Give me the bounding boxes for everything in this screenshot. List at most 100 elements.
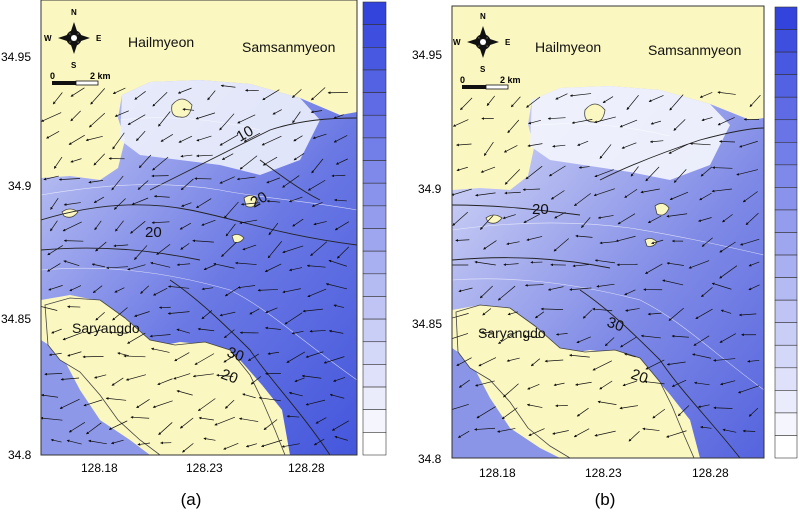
velocity-arrow <box>123 354 146 358</box>
velocity-arrow <box>180 243 190 250</box>
compass-north: N <box>71 8 77 17</box>
velocity-arrow <box>648 95 664 102</box>
velocity-arrow <box>510 96 521 108</box>
velocity-arrow <box>291 330 304 335</box>
velocity-arrow <box>83 399 103 407</box>
velocity-arrow <box>156 243 171 255</box>
velocity-arrow <box>748 261 760 267</box>
velocity-arrow <box>594 259 615 264</box>
y-tick: 34.8 <box>8 448 32 462</box>
velocity-arrow <box>219 134 239 146</box>
velocity-arrow <box>136 399 150 409</box>
velocity-arrow <box>457 430 470 438</box>
compass-rose-icon <box>467 26 499 58</box>
velocity-arrow <box>293 153 305 161</box>
velocity-arrow <box>137 180 149 190</box>
velocity-arrow <box>44 372 63 376</box>
velocity-arrow <box>328 329 344 334</box>
velocity-arrow <box>456 357 472 366</box>
velocity-vectors <box>452 91 761 442</box>
velocity-arrow <box>82 355 104 359</box>
panel-caption: (a) <box>181 490 202 509</box>
velocity-arrow <box>572 264 589 268</box>
velocity-arrow <box>336 246 350 259</box>
colorbar <box>774 6 798 459</box>
velocity-arrow <box>452 188 472 196</box>
velocity-arrow <box>243 132 261 142</box>
velocity-arrow <box>644 380 665 385</box>
velocity-arrow <box>282 175 300 188</box>
colorbar-level <box>362 386 387 410</box>
compass-north: N <box>480 12 486 21</box>
colorbar-level <box>774 187 798 211</box>
colorbar-level <box>774 390 798 414</box>
velocity-arrow <box>307 179 326 191</box>
velocity-arrow <box>624 188 638 198</box>
velocity-arrow <box>497 428 516 433</box>
velocity-arrow <box>524 283 544 287</box>
velocity-arrow <box>51 328 62 334</box>
velocity-arrow <box>503 145 518 153</box>
velocity-arrow <box>152 156 169 171</box>
velocity-arrow <box>526 96 541 108</box>
velocity-arrow <box>263 419 278 430</box>
velocity-arrow <box>569 287 592 291</box>
velocity-arrow <box>456 143 472 147</box>
velocity-arrow <box>719 241 736 253</box>
velocity-arrow <box>127 264 146 271</box>
velocity-arrow <box>578 166 590 169</box>
colorbar-level <box>774 96 798 121</box>
velocity-arrow <box>152 92 168 107</box>
velocity-arrow <box>177 87 192 94</box>
velocity-arrow <box>749 94 761 108</box>
velocity-arrow <box>745 212 759 226</box>
colorbar-level <box>362 1 387 25</box>
velocity-arrow <box>526 403 543 408</box>
colorbar-level <box>362 341 387 365</box>
velocity-arrow <box>312 133 327 139</box>
place-label-samsanmyeon: Samsanmyeon <box>648 42 741 58</box>
velocity-arrow <box>307 288 327 298</box>
velocity-arrow <box>619 119 638 128</box>
velocity-arrow <box>642 427 660 431</box>
velocity-arrow <box>503 263 519 266</box>
velocity-arrow <box>138 154 152 169</box>
velocity-arrow <box>456 166 468 172</box>
velocity-arrow <box>70 87 85 97</box>
velocity-arrow <box>625 308 640 312</box>
velocity-arrow <box>480 166 496 173</box>
velocity-arrow <box>196 135 212 142</box>
x-tick: 128.23 <box>585 466 622 480</box>
velocity-arrow <box>522 188 541 191</box>
velocity-arrow <box>46 131 60 139</box>
velocity-arrow <box>109 331 128 335</box>
velocity-arrow <box>41 393 59 398</box>
velocity-arrow <box>673 119 686 131</box>
velocity-arrow <box>311 202 323 207</box>
velocity-arrow <box>111 439 124 445</box>
velocity-arrow <box>125 374 146 381</box>
velocity-arrow <box>115 220 124 232</box>
velocity-arrow <box>93 153 106 166</box>
velocity-arrow <box>237 285 256 289</box>
velocity-arrow <box>140 285 150 294</box>
velocity-arrow <box>68 134 85 145</box>
velocity-arrow <box>178 135 193 143</box>
velocity-arrow <box>460 97 473 111</box>
velocity-arrow <box>63 202 81 206</box>
velocity-arrow <box>207 90 216 101</box>
colorbar-level <box>774 254 798 278</box>
velocity-arrow <box>240 202 260 206</box>
colorbar-level <box>774 29 798 53</box>
velocity-arrow <box>50 197 59 210</box>
saryangdo-island <box>455 304 695 458</box>
velocity-arrow <box>544 359 564 363</box>
contour-label: 10 <box>234 122 257 145</box>
velocity-arrow <box>194 353 215 365</box>
velocity-arrow <box>152 400 173 408</box>
velocity-arrow <box>111 377 124 386</box>
velocity-arrow <box>699 92 713 98</box>
velocity-arrow <box>666 262 684 266</box>
velocity-arrow <box>666 213 688 218</box>
velocity-arrow <box>720 380 736 386</box>
